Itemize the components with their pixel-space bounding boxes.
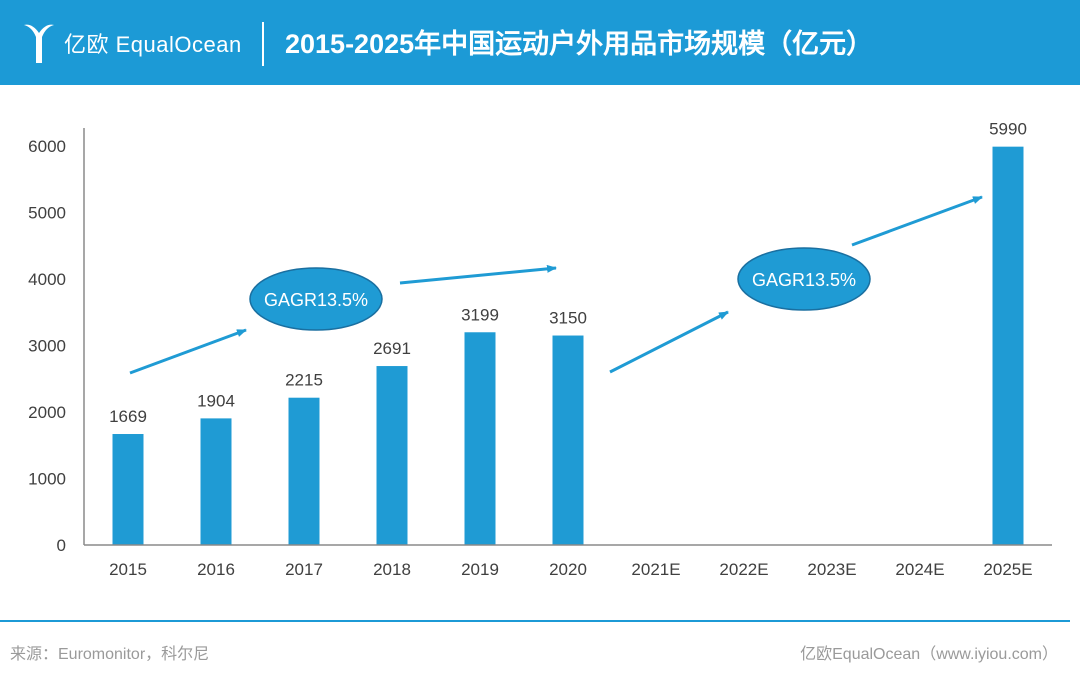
annotation-label: GAGR13.5% — [752, 270, 856, 290]
data-label: 5990 — [989, 120, 1027, 139]
x-tick-label: 2023E — [807, 560, 856, 579]
annotation-label: GAGR13.5% — [264, 290, 368, 310]
bar — [112, 434, 144, 545]
y-tick-label: 0 — [57, 536, 66, 555]
data-label: 2691 — [373, 339, 411, 358]
header-bar: 亿欧 EqualOcean 2015-2025年中国运动户外用品市场规模（亿元） — [0, 0, 1080, 85]
bars — [112, 146, 1024, 545]
bar — [464, 332, 496, 545]
x-tick-label: 2020 — [549, 560, 587, 579]
data-labels: 1669 1904 2215 2691 3199 3150 5990 — [109, 120, 1027, 426]
equalocean-logo-icon — [24, 24, 54, 64]
bar — [552, 335, 584, 545]
x-tick-label: 2017 — [285, 560, 323, 579]
bar — [992, 146, 1024, 545]
trend-arrow — [129, 328, 247, 375]
x-tick-label: 2025E — [983, 560, 1032, 579]
data-label: 3150 — [549, 309, 587, 328]
data-label: 2215 — [285, 371, 323, 390]
x-axis: 2015 2016 2017 2018 2019 2020 2021E 2022E 2023E 2… — [84, 544, 1052, 579]
x-tick-label: 2019 — [461, 560, 499, 579]
y-tick-label: 6000 — [28, 137, 66, 156]
bar — [376, 366, 408, 545]
source-note: 来源：Euromonitor，科尔尼 — [10, 646, 210, 663]
y-axis: 0 1000 2000 3000 4000 5000 6000 — [28, 128, 85, 555]
data-label: 1669 — [109, 407, 147, 426]
trend-arrow — [851, 195, 983, 247]
header-divider — [262, 22, 264, 66]
page-title: 2015-2025年中国运动户外用品市场规模（亿元） — [285, 29, 874, 59]
trend-arrow — [399, 264, 557, 285]
y-tick-label: 2000 — [28, 403, 66, 422]
footer-divider — [0, 620, 1070, 622]
data-label: 3199 — [461, 305, 499, 324]
x-tick-label: 2018 — [373, 560, 411, 579]
credit-note: 亿欧EqualOcean（www.iyiou.com） — [800, 646, 1058, 663]
bar-chart: 0 1000 2000 3000 4000 5000 6000 1669 1904 2215 26… — [28, 120, 1052, 579]
logo-text: 亿欧 EqualOcean — [64, 32, 242, 57]
y-tick-label: 3000 — [28, 337, 66, 356]
x-tick-label: 2021E — [631, 560, 680, 579]
x-tick-label: 2022E — [719, 560, 768, 579]
x-tick-label: 2015 — [109, 560, 147, 579]
y-tick-label: 4000 — [28, 270, 66, 289]
data-label: 1904 — [197, 391, 235, 410]
annotation-ellipse — [249, 267, 383, 331]
x-tick-label: 2016 — [197, 560, 235, 579]
annotation-ellipse — [737, 247, 871, 311]
annotations: GAGR13.5% GAGR13.5% — [129, 195, 983, 375]
y-tick-label: 5000 — [28, 204, 66, 223]
x-tick-label: 2024E — [895, 560, 944, 579]
bar — [288, 397, 320, 545]
logo: 亿欧 EqualOcean — [22, 20, 242, 66]
y-tick-label: 1000 — [28, 470, 66, 489]
trend-arrow — [609, 310, 729, 374]
bar — [200, 418, 232, 545]
